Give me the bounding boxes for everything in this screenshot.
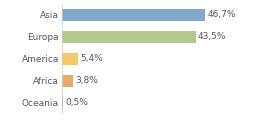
Bar bbox=[62, 97, 63, 109]
Text: 43,5%: 43,5% bbox=[198, 32, 227, 41]
Bar bbox=[62, 53, 78, 65]
Bar bbox=[62, 31, 195, 43]
Bar bbox=[62, 9, 206, 21]
Text: 3,8%: 3,8% bbox=[76, 76, 99, 85]
Bar bbox=[62, 75, 73, 87]
Text: 5,4%: 5,4% bbox=[81, 54, 103, 63]
Text: 46,7%: 46,7% bbox=[208, 10, 236, 19]
Text: 0,5%: 0,5% bbox=[66, 98, 88, 107]
